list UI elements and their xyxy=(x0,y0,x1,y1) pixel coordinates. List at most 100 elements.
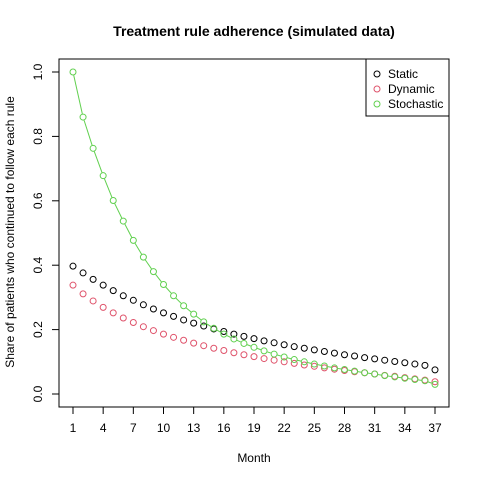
x-tick-label: 19 xyxy=(247,421,261,435)
series-line-segment xyxy=(256,347,262,351)
data-point xyxy=(250,353,258,361)
data-point xyxy=(190,339,198,347)
series-line-segment xyxy=(175,297,182,304)
data-point xyxy=(421,361,429,369)
data-point xyxy=(280,353,288,361)
series-line-segment xyxy=(277,354,282,357)
y-axis-label: Share of patients who continued to follo… xyxy=(3,96,17,368)
data-point xyxy=(371,370,379,378)
data-point xyxy=(290,359,298,367)
legend-label: Dynamic xyxy=(388,82,435,96)
series-line-segment xyxy=(287,357,292,360)
data-point xyxy=(79,269,87,277)
data-point xyxy=(69,68,77,76)
data-point xyxy=(341,366,348,374)
data-point xyxy=(330,349,338,357)
data-point xyxy=(200,322,208,330)
data-point xyxy=(250,343,258,351)
legend-marker xyxy=(373,85,381,93)
data-point xyxy=(99,172,107,180)
data-point xyxy=(160,309,167,317)
data-point xyxy=(69,262,77,270)
data-point xyxy=(200,342,208,350)
data-point xyxy=(381,372,389,380)
data-point xyxy=(170,312,178,320)
data-point xyxy=(69,281,77,289)
data-point xyxy=(89,275,97,283)
data-point xyxy=(260,347,268,355)
data-point xyxy=(401,374,409,382)
series-layer xyxy=(69,68,439,388)
data-point xyxy=(310,346,318,354)
data-point xyxy=(391,357,399,365)
series-line-segment xyxy=(347,369,352,372)
series-line-segment xyxy=(114,203,123,219)
data-point xyxy=(149,305,157,313)
data-point xyxy=(411,360,419,368)
data-point xyxy=(139,323,147,331)
data-point xyxy=(280,358,288,366)
data-point xyxy=(300,361,308,369)
series-line-segment xyxy=(83,120,93,146)
x-tick-label: 4 xyxy=(100,421,107,435)
data-point xyxy=(129,319,137,327)
series-line-segment xyxy=(93,151,103,173)
data-point xyxy=(89,144,97,152)
data-point xyxy=(170,292,178,300)
data-point xyxy=(109,196,117,204)
data-point xyxy=(149,268,157,276)
y-tick-label: 0.4 xyxy=(31,257,45,274)
data-point xyxy=(300,358,308,366)
y-tick-label: 0.6 xyxy=(31,192,45,209)
data-point xyxy=(391,373,399,381)
series-line-segment xyxy=(327,366,332,368)
data-point xyxy=(260,355,268,363)
data-point xyxy=(371,355,379,363)
series-line-segment xyxy=(103,178,113,198)
series-line-segment xyxy=(206,323,212,327)
data-point xyxy=(190,310,198,318)
data-point xyxy=(160,281,167,289)
data-point xyxy=(401,359,409,367)
series-line-segment xyxy=(337,367,342,370)
data-point xyxy=(341,351,348,359)
data-point xyxy=(240,332,248,340)
legend-marker xyxy=(373,100,381,108)
data-point xyxy=(79,113,87,121)
data-point xyxy=(431,380,439,388)
series-line-segment xyxy=(134,242,143,255)
data-point xyxy=(180,316,188,324)
data-point xyxy=(99,303,107,311)
data-point xyxy=(119,314,127,322)
x-tick-label: 22 xyxy=(277,421,291,435)
series-stochastic xyxy=(69,68,439,388)
data-point xyxy=(280,341,288,349)
series-line-segment xyxy=(185,307,192,313)
series-line-segment xyxy=(144,259,152,270)
data-point xyxy=(290,343,298,351)
series-line-segment xyxy=(246,344,252,347)
series-line-segment xyxy=(236,339,242,343)
data-point xyxy=(109,309,117,317)
data-point xyxy=(330,364,338,372)
x-axis: 1 4 7 10 13 16 19 22 25 28 31 34 37 xyxy=(70,406,442,435)
data-point xyxy=(210,324,218,332)
data-point xyxy=(310,362,318,370)
data-point xyxy=(230,335,238,343)
y-axis: 0.0 0.2 0.4 0.6 0.8 1.0 xyxy=(31,63,60,402)
data-point xyxy=(351,367,359,375)
x-tick-label: 7 xyxy=(130,421,137,435)
series-line-segment xyxy=(267,351,272,354)
series-line-segment xyxy=(317,364,322,366)
data-point xyxy=(431,378,439,386)
data-point xyxy=(361,354,369,362)
x-tick-label: 31 xyxy=(368,421,382,435)
series-line-segment xyxy=(226,335,232,338)
x-axis-label: Month xyxy=(237,451,270,465)
series-line-segment xyxy=(357,371,362,373)
x-tick-label: 28 xyxy=(338,421,352,435)
data-point xyxy=(160,330,167,338)
legend-label: Static xyxy=(388,67,418,81)
data-point xyxy=(220,347,228,355)
data-point xyxy=(320,347,328,355)
